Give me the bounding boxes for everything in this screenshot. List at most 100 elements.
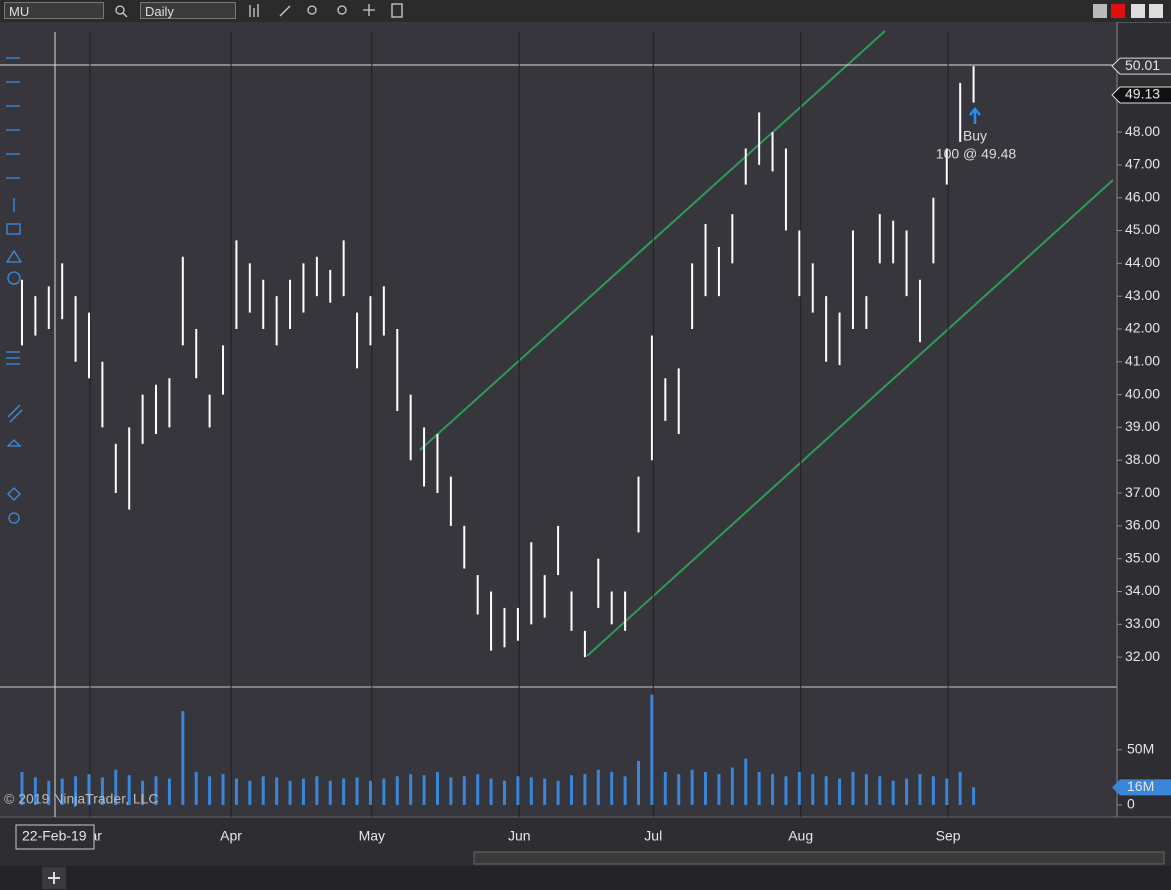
volume-bar [570, 775, 574, 805]
price-marker [1111, 57, 1171, 75]
volume-bar [154, 776, 158, 805]
volume-bar [596, 769, 600, 805]
volume-bar [435, 771, 439, 805]
window-buttons [1093, 4, 1163, 18]
volume-bar [905, 778, 909, 805]
price-tick-label: 34.00 [1125, 582, 1160, 598]
volume-bar [234, 778, 238, 805]
order-label: Buy [963, 128, 987, 144]
volume-bar [449, 777, 453, 805]
volume-bar [100, 777, 104, 805]
price-tick-label: 48.00 [1125, 123, 1160, 139]
volume-bar [690, 769, 694, 805]
volume-bar [583, 774, 587, 805]
volume-bar [650, 694, 654, 805]
volume-bar [891, 780, 895, 805]
symbol-select[interactable]: MU [4, 2, 104, 19]
x-tick-label: Aug [788, 828, 813, 844]
toolbar: MU Daily [0, 0, 1171, 23]
volume-bar [315, 776, 319, 805]
volume-bar [127, 775, 131, 805]
price-tick-label: 42.00 [1125, 320, 1160, 336]
volume-bar [275, 777, 279, 805]
volume-bar [811, 774, 815, 805]
volume-bar [60, 778, 64, 805]
volume-bar [610, 771, 614, 805]
toolbar-icons [115, 3, 403, 18]
volume-bar [516, 776, 520, 805]
volume-bar [342, 778, 346, 805]
volume-bar [181, 711, 185, 805]
price-tick-label: 41.00 [1125, 353, 1160, 369]
volume-bar [677, 774, 681, 805]
price-tick-label: 47.00 [1125, 156, 1160, 172]
volume-bar [502, 780, 506, 805]
volume-bar [382, 778, 386, 805]
volume-bar [824, 776, 828, 805]
chart: 32.00 33.00 34.00 35.00 36.00 37.00 38.00 39.00… [0, 22, 1171, 890]
volume-bar [704, 771, 708, 805]
x-tick-label: Jun [508, 828, 531, 844]
volume-bar [543, 778, 547, 805]
volume-bar [958, 771, 962, 805]
volume-bar [757, 771, 761, 805]
volume-marker-label: 16M [1127, 778, 1154, 794]
volume-bar [864, 774, 868, 805]
price-tick-label: 33.00 [1125, 615, 1160, 631]
price-tick-label: 45.00 [1125, 221, 1160, 237]
volume-bar [355, 777, 359, 805]
volume-bar [114, 769, 118, 805]
volume-bar [248, 780, 252, 805]
volume-bar [730, 767, 734, 805]
volume-bar [918, 774, 922, 805]
price-tick-label: 38.00 [1125, 451, 1160, 467]
price-tick-label: 43.00 [1125, 287, 1160, 303]
volume-bar [74, 776, 78, 805]
volume-bar [409, 774, 413, 805]
price-marker [1111, 86, 1171, 104]
volume-bar [20, 771, 24, 805]
volume-bar [208, 776, 212, 805]
crosshair-date: 22-Feb-19 [22, 828, 87, 844]
volume-tick-label: 0 [1127, 796, 1135, 812]
volume-bar [744, 758, 748, 805]
volume-bar [851, 771, 855, 805]
price-marker-label: 49.13 [1125, 86, 1160, 102]
interval-select[interactable]: Daily [140, 2, 236, 19]
volume-tick-label: 50M [1127, 741, 1154, 757]
price-tick-label: 40.00 [1125, 385, 1160, 401]
volume-bar [945, 778, 949, 805]
order-detail: 100 @ 49.48 [936, 146, 1017, 162]
price-tick-label: 37.00 [1125, 484, 1160, 500]
volume-bar [489, 778, 493, 805]
volume-bar [422, 775, 426, 805]
price-marker-label: 50.01 [1125, 57, 1160, 73]
volume-bar [717, 774, 721, 805]
volume-bar [301, 778, 305, 805]
volume-bar [771, 774, 775, 805]
x-tick-label: May [359, 828, 385, 844]
volume-bar [221, 774, 225, 805]
price-tick-label: 44.00 [1125, 254, 1160, 270]
volume-bar [931, 776, 935, 805]
price-tick-label: 32.00 [1125, 648, 1160, 664]
volume-bar [878, 776, 882, 805]
volume-bar [476, 774, 480, 805]
volume-bar [972, 787, 976, 805]
volume-bar [663, 771, 667, 805]
volume-bar [462, 776, 466, 805]
volume-bar [33, 777, 37, 805]
volume-bar [167, 778, 171, 805]
volume-bar [556, 780, 560, 805]
x-tick-label: Jul [644, 828, 662, 844]
price-tick-label: 35.00 [1125, 549, 1160, 565]
volume-bar [637, 760, 641, 805]
volume-bar [288, 780, 292, 805]
volume-bar [784, 776, 788, 805]
volume-bar [838, 778, 842, 805]
volume-bar [194, 771, 198, 805]
x-tick-label: Sep [936, 828, 961, 844]
volume-bar [797, 771, 801, 805]
volume-bar [395, 776, 399, 805]
